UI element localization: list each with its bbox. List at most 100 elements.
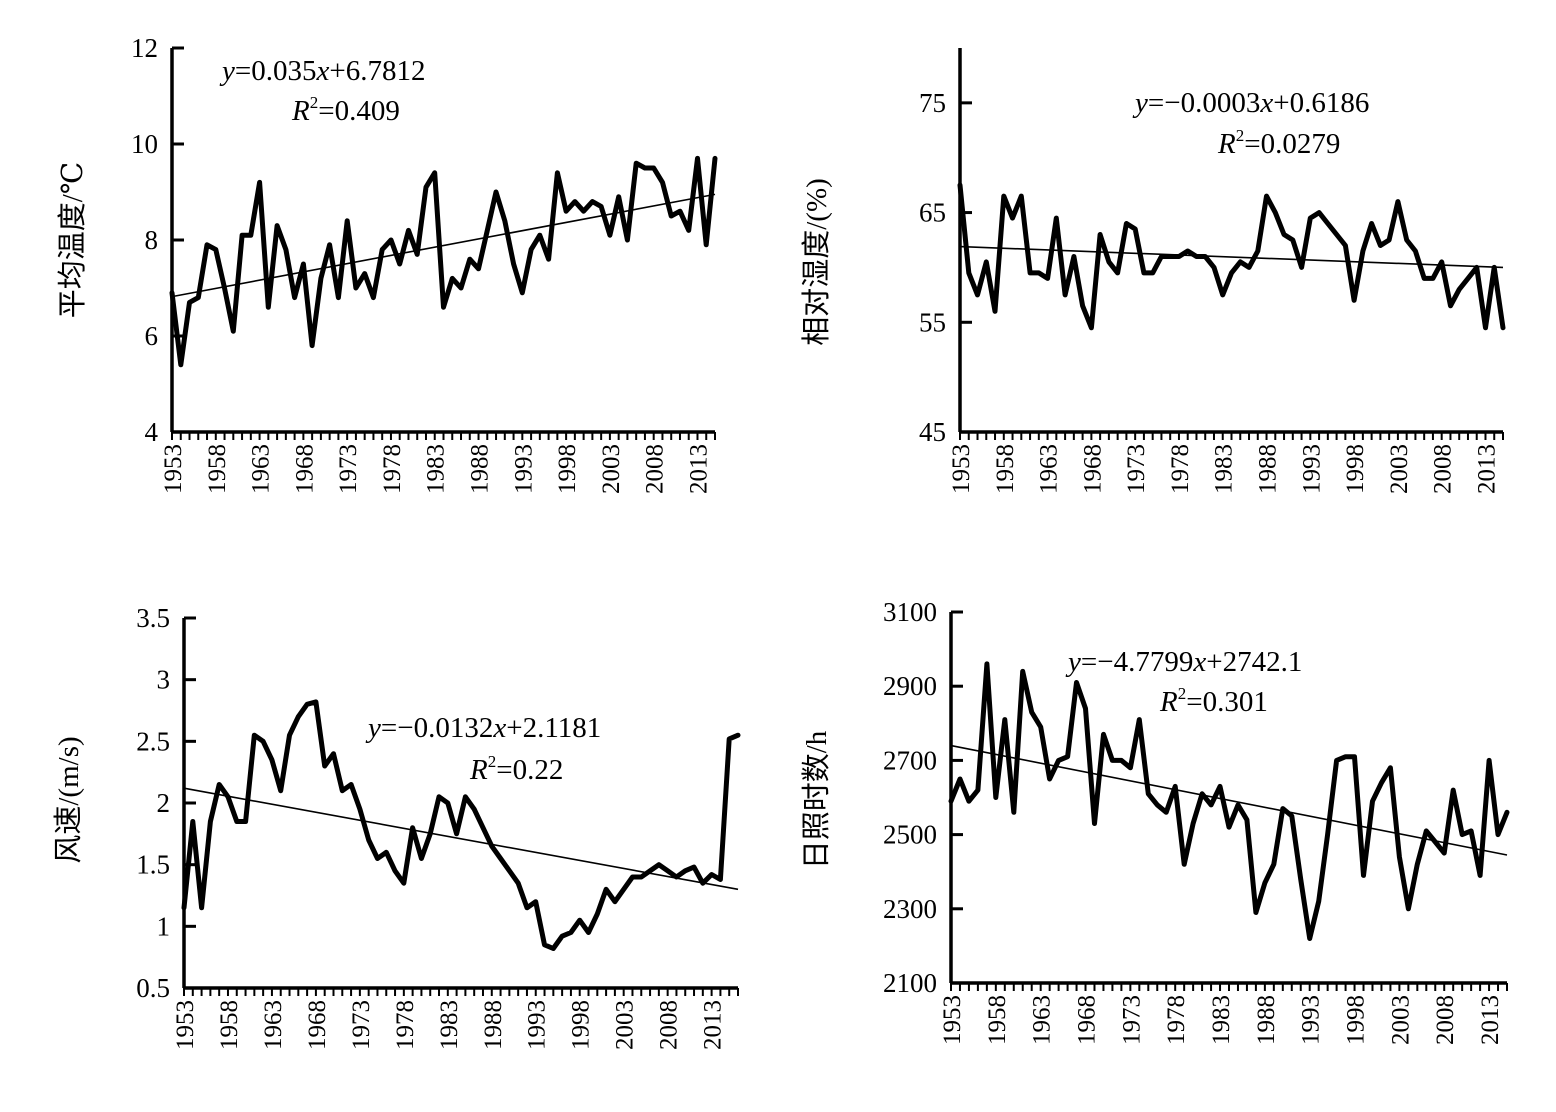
y-axis-label: 相对湿度/(%) xyxy=(800,178,833,346)
y-tick-label: 6 xyxy=(145,321,159,351)
x-tick-label: 1988 xyxy=(467,444,494,494)
x-tick-label: 2013 xyxy=(1477,995,1504,1045)
equation-rhs: =0.035 xyxy=(235,55,317,87)
y-tick-label: 2300 xyxy=(883,894,937,924)
x-tick-label: 1978 xyxy=(379,444,406,494)
x-tick-label: 2008 xyxy=(642,444,669,494)
x-tick-label: 2008 xyxy=(656,1000,683,1050)
x-tick-label: 1973 xyxy=(1123,444,1150,494)
x-tick-label: 1973 xyxy=(335,444,362,494)
x-tick-label: 2013 xyxy=(1473,444,1500,494)
x-tick-label: 1998 xyxy=(1343,995,1370,1045)
x-tick-label: 1963 xyxy=(1029,995,1056,1045)
regression-equation: y=−4.7799x+2742.1 xyxy=(1065,646,1302,678)
r-squared-value: =0.0279 xyxy=(1244,128,1340,160)
series-line xyxy=(957,182,1506,331)
y-tick-label: 2 xyxy=(157,788,171,818)
series-line xyxy=(169,155,718,368)
r-squared-symbol: R xyxy=(1159,686,1178,718)
equation-x-var: x xyxy=(315,55,329,87)
trend-line xyxy=(171,193,716,298)
y-tick-label: 2900 xyxy=(883,671,937,701)
r-squared: R2=0.301 xyxy=(1159,684,1268,718)
r-squared-value: =0.301 xyxy=(1186,686,1268,718)
y-axis-label: 平均温度/℃ xyxy=(56,162,89,319)
equation-y-var: y xyxy=(1132,87,1148,119)
y-tick-label: 2700 xyxy=(883,745,937,775)
chart-panel-2: 45 55 65 75 1953 1958 1963 1968 1973 1978 1983 1988… xyxy=(800,48,1506,494)
x-tick-label: 1998 xyxy=(1342,444,1369,494)
r-squared-symbol: R xyxy=(469,754,488,786)
y-tick-label: 0.5 xyxy=(136,973,170,1003)
x-tick-label: 2003 xyxy=(1386,444,1413,494)
x-tick-label: 1998 xyxy=(554,444,581,494)
r-squared-symbol: R xyxy=(1217,128,1236,160)
x-tick-label: 1978 xyxy=(392,1000,419,1050)
equation-rest: +0.6186 xyxy=(1273,87,1369,119)
x-tick-label: 1958 xyxy=(204,444,231,494)
equation-rhs: =−4.7799 xyxy=(1081,646,1193,678)
r-squared-value: =0.409 xyxy=(318,95,400,127)
x-tick-label: 1973 xyxy=(1118,995,1145,1045)
x-tick-label: 1953 xyxy=(948,444,975,494)
x-tick-label: 1953 xyxy=(939,995,966,1045)
r-squared-exponent: 2 xyxy=(488,752,497,771)
x-tick-label: 1968 xyxy=(1074,995,1101,1045)
equation-x-var: x xyxy=(1192,646,1206,678)
x-tick-label: 2008 xyxy=(1432,995,1459,1045)
x-tick-label: 1958 xyxy=(216,1000,243,1050)
equation-y-var: y xyxy=(365,712,381,744)
x-tick-label: 1988 xyxy=(480,1000,507,1050)
equation-rest: +2742.1 xyxy=(1206,646,1302,678)
x-tick-label: 1973 xyxy=(348,1000,375,1050)
equation-x-var: x xyxy=(1259,87,1273,119)
x-tick-label: 2008 xyxy=(1430,444,1457,494)
x-tick-label: 1978 xyxy=(1167,444,1194,494)
regression-equation: y=−0.0132x+2.1181 xyxy=(365,712,601,744)
y-tick-label: 1 xyxy=(157,911,171,941)
y-tick-label: 3100 xyxy=(883,597,937,627)
x-tick-label: 2013 xyxy=(700,1000,727,1050)
r-squared: R2=0.409 xyxy=(291,93,400,127)
r-squared-symbol: R xyxy=(291,95,310,127)
r-squared: R2=0.0279 xyxy=(1217,126,1340,160)
x-tick-label: 1968 xyxy=(1079,444,1106,494)
x-tick-label: 1983 xyxy=(1211,444,1238,494)
y-tick-label: 45 xyxy=(919,417,946,447)
trend-line xyxy=(950,744,1508,856)
y-tick-label: 3 xyxy=(157,665,171,695)
x-tick-label: 1998 xyxy=(568,1000,595,1050)
x-tick-label: 1978 xyxy=(1163,995,1190,1045)
y-tick-label: 2500 xyxy=(883,820,937,850)
equation-rest: +2.1181 xyxy=(506,712,601,744)
r-squared-exponent: 2 xyxy=(1236,126,1245,145)
equation-rest: +6.7812 xyxy=(329,55,425,87)
x-tick-label: 2003 xyxy=(598,444,625,494)
x-tick-label: 1988 xyxy=(1255,444,1282,494)
y-tick-label: 2100 xyxy=(883,968,937,998)
chart-panel-1: 4 6 8 10 12 1953 1958 1963 1968 1973 1978 1983 1988 1… xyxy=(56,33,718,494)
y-tick-label: 65 xyxy=(919,198,946,228)
y-tick-label: 75 xyxy=(919,88,946,118)
chart-panel-4: 2100 2300 2500 2700 2900 3100 1953 1958 1963 1968… xyxy=(800,597,1510,1045)
x-tick-label: 1983 xyxy=(423,444,450,494)
x-tick-label: 1993 xyxy=(1298,995,1325,1045)
x-tick-label: 1968 xyxy=(291,444,318,494)
y-tick-label: 4 xyxy=(145,417,159,447)
x-tick-label: 1993 xyxy=(524,1000,551,1050)
r-squared-exponent: 2 xyxy=(310,93,319,112)
x-tick-label: 1958 xyxy=(992,444,1019,494)
equation-x-var: x xyxy=(492,712,506,744)
x-tick-label: 1953 xyxy=(160,444,187,494)
y-tick-label: 3.5 xyxy=(136,603,170,633)
r-squared: R2=0.22 xyxy=(469,752,563,786)
x-tick-label: 1993 xyxy=(1298,444,1325,494)
regression-equation: y=−0.0003x+0.6186 xyxy=(1132,87,1369,119)
x-tick-label: 2003 xyxy=(612,1000,639,1050)
y-tick-label: 8 xyxy=(145,225,159,255)
x-tick-label: 1953 xyxy=(172,1000,199,1050)
x-tick-label: 1963 xyxy=(1036,444,1063,494)
series-line xyxy=(948,661,1510,941)
equation-rhs: =−0.0003 xyxy=(1148,87,1260,119)
